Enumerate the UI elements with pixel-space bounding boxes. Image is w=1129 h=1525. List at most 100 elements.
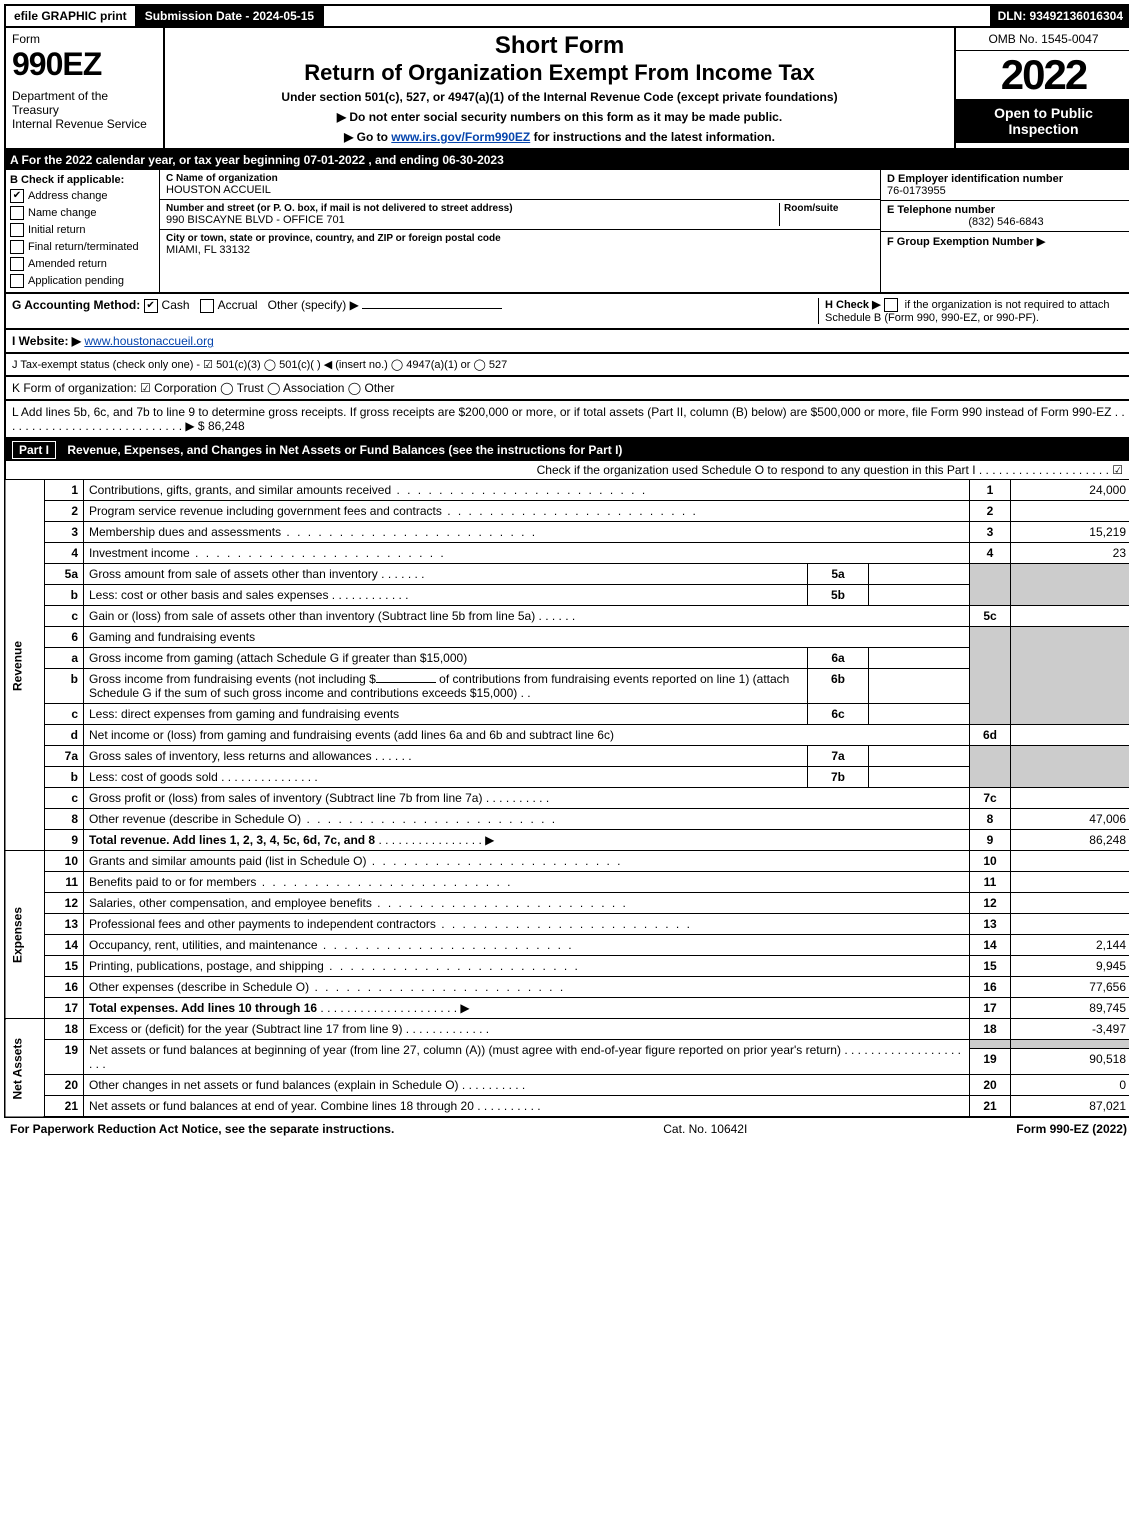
row-g: G Accounting Method: Cash Accrual Other … [12,298,818,324]
form-id-block: Form 990EZ Department of the Treasury In… [6,28,165,148]
amt-15: 9,945 [1011,956,1129,977]
form-title-block: Short Form Return of Organization Exempt… [165,28,956,148]
chk-application-pending[interactable]: Application pending [10,274,155,288]
desc-5a: Gross amount from sale of assets other t… [89,567,378,581]
amt-16: 77,656 [1011,977,1129,998]
col-c: C Name of organization HOUSTON ACCUEIL N… [160,170,881,292]
chk-initial-return[interactable]: Initial return [10,223,155,237]
ln-6d: d [45,725,84,746]
desc-1: Contributions, gifts, grants, and simila… [89,483,391,497]
ln-16: 16 [45,977,84,998]
subval-6b [869,669,970,704]
addr-cell: Number and street (or P. O. box, if mail… [160,200,880,230]
rno-15: 15 [970,956,1011,977]
chk-final-return[interactable]: Final return/terminated [10,240,155,254]
rno-17: 17 [970,998,1011,1019]
subno-6b: 6b [808,669,869,704]
amt-1: 24,000 [1011,480,1129,501]
amt-10 [1011,851,1129,872]
desc-15: Printing, publications, postage, and shi… [89,959,324,973]
ln-2: 2 [45,501,84,522]
subno-5b: 5b [808,585,869,606]
ln-6b: b [45,669,84,704]
desc-3: Membership dues and assessments [89,525,281,539]
form-title: Return of Organization Exempt From Incom… [171,60,948,86]
ln-7c: c [45,788,84,809]
ln-21: 21 [45,1096,84,1118]
amt-3: 15,219 [1011,522,1129,543]
amt-11 [1011,872,1129,893]
ln-13: 13 [45,914,84,935]
i-label: I Website: ▶ [12,334,81,348]
ln-6a: a [45,648,84,669]
rno-5c: 5c [970,606,1011,627]
short-form-label: Short Form [171,32,948,60]
irs-link[interactable]: www.irs.gov/Form990EZ [391,130,530,144]
rno-11: 11 [970,872,1011,893]
desc-14: Occupancy, rent, utilities, and maintena… [89,938,318,952]
chk-cash[interactable] [144,299,158,313]
desc-20: Other changes in net assets or fund bala… [89,1078,459,1092]
dept-label: Department of the Treasury Internal Reve… [12,89,157,131]
group-exempt-label: F Group Exemption Number ▶ [887,236,1045,248]
rno-14: 14 [970,935,1011,956]
rno-20: 20 [970,1075,1011,1096]
row-g-h: G Accounting Method: Cash Accrual Other … [4,294,1129,330]
ln-5c: c [45,606,84,627]
netassets-label: Net Assets [5,1019,45,1118]
rno-8: 8 [970,809,1011,830]
l-text: L Add lines 5b, 6c, and 7b to line 9 to … [12,405,1125,433]
desc-9: Total revenue. Add lines 1, 2, 3, 4, 5c,… [89,833,375,847]
ein-label: D Employer identification number [887,173,1125,185]
rno-16: 16 [970,977,1011,998]
rno-7c: 7c [970,788,1011,809]
chk-h[interactable] [884,298,898,312]
room-label: Room/suite [784,203,874,214]
amt-19: 90,518 [1011,1048,1129,1074]
subno-6a: 6a [808,648,869,669]
desc-6b: Gross income from fundraising events (no… [84,669,808,704]
ln-17: 17 [45,998,84,1019]
instr-link: ▶ Go to www.irs.gov/Form990EZ for instru… [171,130,948,144]
rno-21: 21 [970,1096,1011,1118]
spacer [324,6,989,26]
chk-address-change[interactable]: Address change [10,189,155,203]
ln-15: 15 [45,956,84,977]
tax-year: 2022 [956,51,1129,99]
amt-9: 86,248 [1011,830,1129,851]
rno-2: 2 [970,501,1011,522]
chk-amended-return[interactable]: Amended return [10,257,155,271]
form-right-block: OMB No. 1545-0047 2022 Open to Public In… [956,28,1129,148]
desc-5b: Less: cost or other basis and sales expe… [89,588,328,602]
chk-name-change[interactable]: Name change [10,206,155,220]
desc-21: Net assets or fund balances at end of ye… [89,1099,474,1113]
ln-14: 14 [45,935,84,956]
desc-7c: Gross profit or (loss) from sales of inv… [89,791,482,805]
rno-12: 12 [970,893,1011,914]
grey-7 [970,746,1011,788]
amt-4: 23 [1011,543,1129,564]
rno-19: 19 [970,1048,1011,1074]
amt-7c [1011,788,1129,809]
ln-12: 12 [45,893,84,914]
ln-11: 11 [45,872,84,893]
ln-7a: 7a [45,746,84,767]
dln: DLN: 93492136016304 [990,6,1129,26]
rno-9: 9 [970,830,1011,851]
desc-6: Gaming and fundraising events [84,627,970,648]
chk-accrual[interactable] [200,299,214,313]
form-number: 990EZ [12,46,157,83]
grey-19-amt [1011,1040,1129,1049]
amt-13 [1011,914,1129,935]
amt-14: 2,144 [1011,935,1129,956]
subno-5a: 5a [808,564,869,585]
org-name-cell: C Name of organization HOUSTON ACCUEIL [160,170,880,200]
amt-21: 87,021 [1011,1096,1129,1118]
desc-7a: Gross sales of inventory, less returns a… [89,749,372,763]
website-link[interactable]: www.houstonaccueil.org [84,334,213,348]
row-l: L Add lines 5b, 6c, and 7b to line 9 to … [4,401,1129,439]
submission-date: Submission Date - 2024-05-15 [137,6,324,26]
ln-8: 8 [45,809,84,830]
grey-19 [970,1040,1011,1049]
desc-13: Professional fees and other payments to … [89,917,436,931]
